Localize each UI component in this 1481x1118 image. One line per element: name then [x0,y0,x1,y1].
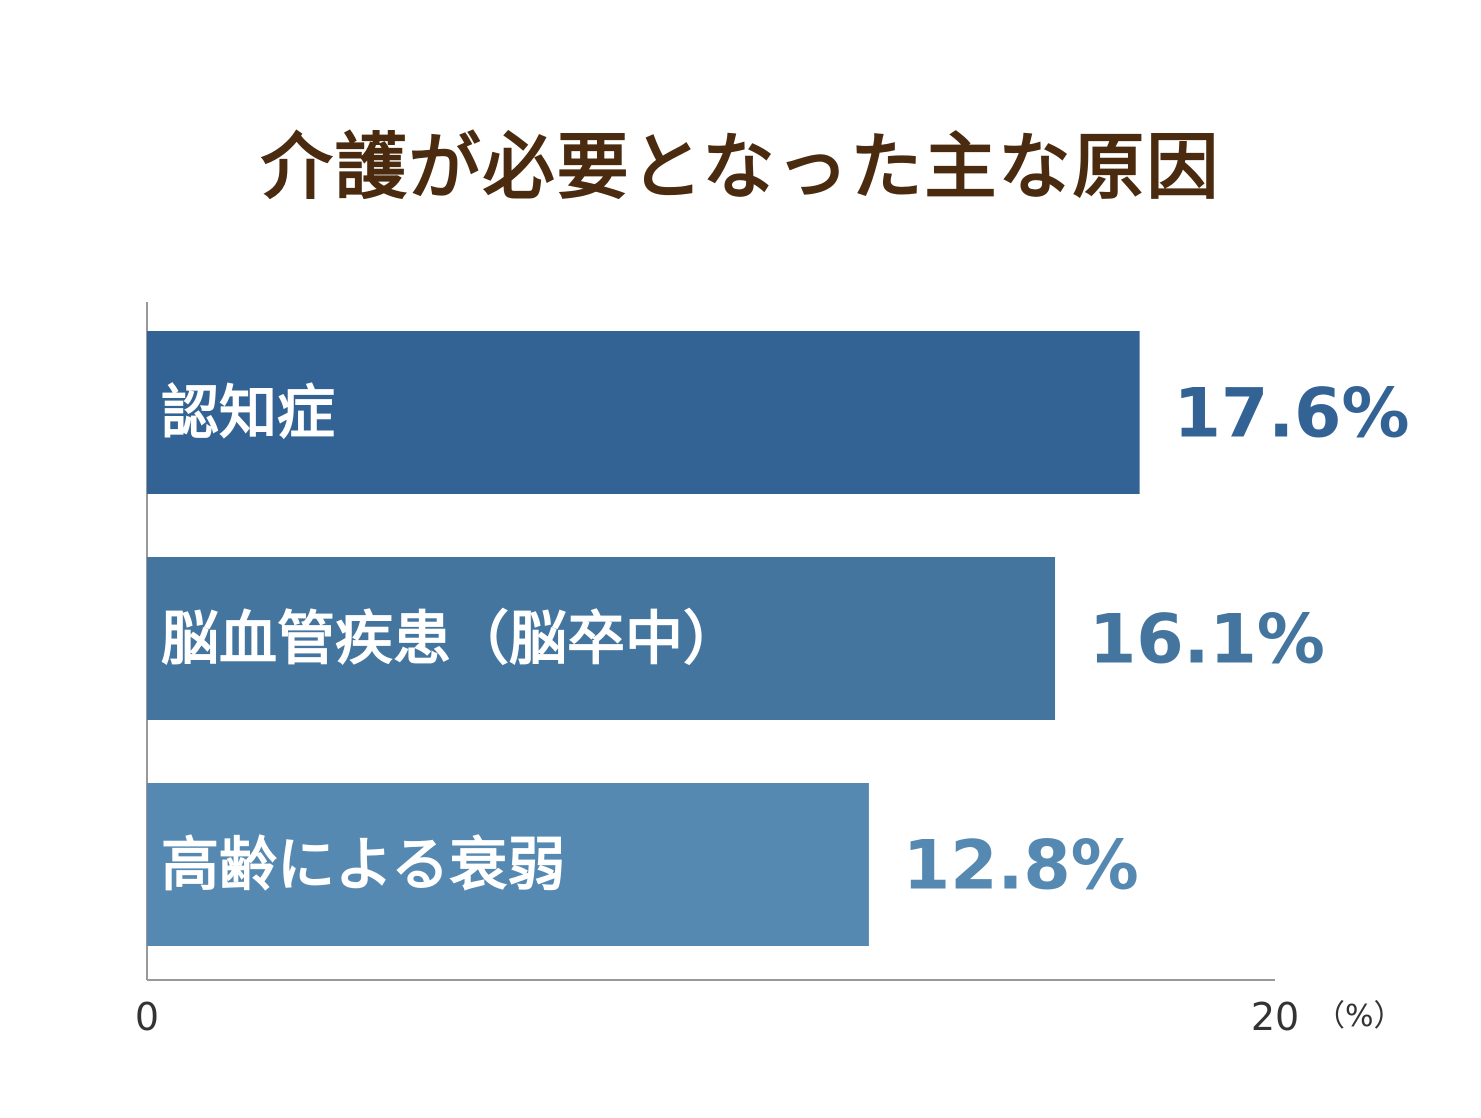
x-tick-label: 20 [1251,995,1299,1039]
data-label: 12.8% [903,827,1139,906]
bars-layer: 認知症 17.6% 脳血管疾患（脳卒中） 16.1% 高齢による衰弱 12.8% [147,331,1410,946]
x-tick-label: 0 [135,995,159,1039]
bar-category-label: 脳血管疾患（脳卒中） [161,605,741,673]
bar-category-label: 認知症 [161,379,335,447]
chart-title: 介護が必要となった主な原因 [260,125,1221,209]
bar [147,331,1140,494]
data-label: 17.6% [1174,375,1410,454]
data-label: 16.1% [1089,601,1325,680]
bar [147,783,869,946]
x-unit-label: （%） [1315,999,1404,1034]
bar-category-label: 高齢による衰弱 [161,831,565,899]
bar [147,557,1056,720]
ticks-layer: 0 20 （%） [135,995,1404,1039]
